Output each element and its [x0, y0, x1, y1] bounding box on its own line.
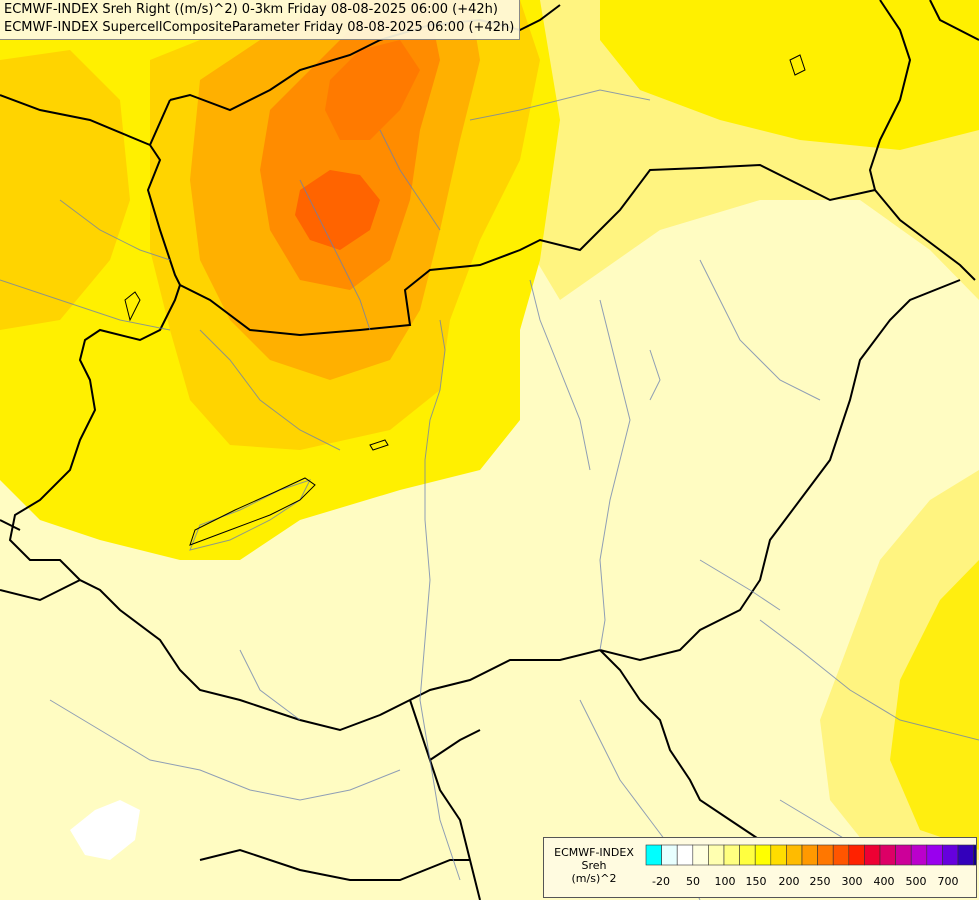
legend-swatch	[832, 844, 850, 866]
legend-swatch	[817, 844, 834, 866]
legend-swatch	[739, 844, 756, 866]
legend-name-line-3: (m/s)^2	[571, 872, 617, 885]
legend-tick-label: 50	[686, 875, 700, 888]
legend-name: ECMWF-INDEX Sreh (m/s)^2	[546, 846, 642, 885]
legend-tick-label: 250	[809, 875, 831, 888]
field-white-patch	[70, 800, 140, 860]
field-yellow-se	[890, 560, 979, 850]
field-red-orange-north	[325, 40, 420, 140]
legend-swatch	[708, 844, 725, 866]
map-title-line-2: ECMWF-INDEX SupercellCompositeParameter …	[4, 20, 515, 35]
legend-tick-label: -20	[652, 875, 670, 888]
legend-color-scale	[645, 844, 976, 866]
legend-swatch	[957, 844, 974, 866]
field-red-orange-core	[295, 170, 380, 250]
map-title-line-1: ECMWF-INDEX Sreh Right ((m/s)^2) 0-3km F…	[4, 2, 498, 17]
legend-swatch	[864, 844, 881, 866]
legend-swatch	[676, 844, 694, 866]
legend-name-line-1: ECMWF-INDEX	[554, 846, 634, 859]
legend-swatch	[723, 844, 740, 866]
legend-swatch	[942, 844, 959, 866]
legend-swatch	[754, 844, 772, 866]
field-amber-west	[0, 50, 130, 330]
legend-swatch	[786, 844, 803, 866]
legend-tick-label: 500	[905, 875, 927, 888]
legend-swatch	[770, 844, 787, 866]
legend-swatch	[801, 844, 818, 866]
field-yellow-east	[600, 0, 979, 150]
lakes	[124, 54, 806, 546]
color-legend: ECMWF-INDEX Sreh (m/s)^2 -20 50 100 150 200 2…	[543, 837, 977, 898]
legend-tick-label: 700	[937, 875, 959, 888]
legend-tick-label: 150	[745, 875, 767, 888]
legend-tick-label: 100	[714, 875, 736, 888]
legend-tick-label: 200	[778, 875, 800, 888]
legend-swatch	[645, 844, 662, 866]
legend-swatch	[879, 844, 896, 866]
legend-swatch	[661, 844, 678, 866]
legend-name-line-2: Sreh	[581, 859, 607, 872]
legend-swatch	[692, 844, 709, 866]
legend-swatch	[848, 844, 865, 866]
legend-swatch	[973, 844, 976, 866]
legend-tick-label: 300	[841, 875, 863, 888]
legend-swatch	[895, 844, 912, 866]
legend-swatch	[910, 844, 928, 866]
legend-swatch	[926, 844, 943, 866]
map-title-box: ECMWF-INDEX Sreh Right ((m/s)^2) 0-3km F…	[0, 0, 521, 40]
legend-tick-label: 400	[873, 875, 895, 888]
